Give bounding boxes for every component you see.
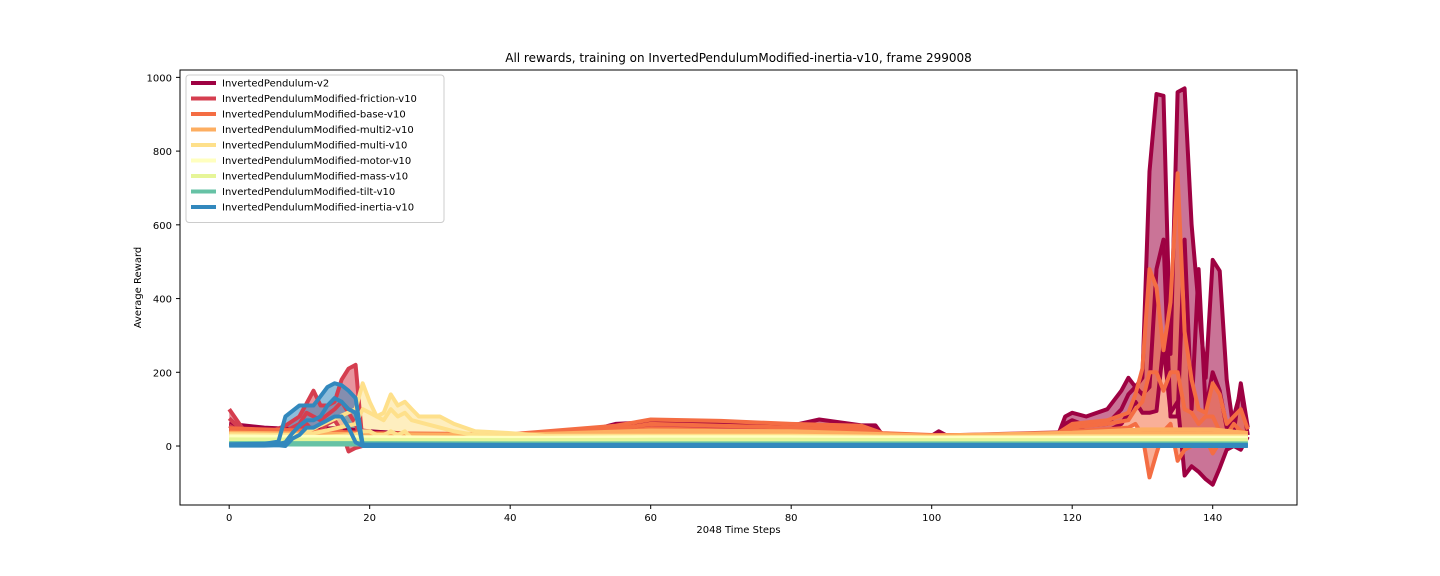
- legend-label-8: InvertedPendulumModified-inertia-v10: [222, 203, 414, 214]
- x-tick-label-2: 40: [504, 513, 517, 524]
- y-axis-title: Average Reward: [133, 247, 144, 328]
- mean-line-series-0: [229, 237, 1250, 441]
- y-tick-label-5: 1000: [147, 73, 172, 84]
- legend-label-6: InvertedPendulumModified-mass-v10: [222, 172, 408, 183]
- x-tick-label-4: 80: [785, 513, 798, 524]
- legend-label-3: InvertedPendulumModified-multi2-v10: [222, 125, 414, 136]
- y-tick-label-3: 600: [153, 221, 172, 232]
- x-tick-label-0: 0: [226, 513, 232, 524]
- legend: InvertedPendulum-v2 InvertedPendulumModif…: [185, 74, 445, 223]
- y-tick-label-2: 400: [153, 295, 172, 306]
- legend-label-0: InvertedPendulum-v2: [222, 79, 329, 90]
- x-axis-title: 2048 Time Steps: [696, 525, 780, 536]
- legend-label-5: InvertedPendulumModified-motor-v10: [222, 156, 411, 167]
- x-tick-label-6: 120: [1063, 513, 1082, 524]
- x-tick-label-1: 20: [363, 513, 376, 524]
- y-tick-label-1: 200: [153, 368, 172, 379]
- y-axis: 0 200 400 600 800 1000: [147, 73, 180, 453]
- mean-line-series-2: [229, 370, 1249, 439]
- legend-label-7: InvertedPendulumModified-tilt-v10: [222, 187, 395, 198]
- x-tick-label-5: 100: [922, 513, 941, 524]
- x-axis: 0 20 40 60 80 100 120 140: [226, 505, 1222, 524]
- legend-box: [185, 74, 445, 223]
- plot-frame: [179, 69, 1298, 506]
- x-tick-label-3: 60: [644, 513, 657, 524]
- mean-line-series-8: [229, 396, 1248, 448]
- y-tick-label-4: 800: [153, 147, 172, 158]
- plot-area: [227, 86, 1250, 487]
- mean-line-series-6: [229, 438, 1248, 444]
- series-lines: [227, 86, 1250, 487]
- chart-title: All rewards, training on InvertedPendulu…: [505, 51, 972, 65]
- upper-line-series-2: [229, 171, 1250, 437]
- legend-label-4: InvertedPendulumModified-multi-v10: [222, 141, 407, 152]
- y-tick-label-0: 0: [166, 442, 172, 453]
- legend-label-1: InvertedPendulumModified-friction-v10: [222, 94, 417, 105]
- x-tick-label-7: 140: [1203, 513, 1222, 524]
- legend-label-2: InvertedPendulumModified-base-v10: [222, 110, 406, 121]
- band-series-8: [229, 383, 1248, 446]
